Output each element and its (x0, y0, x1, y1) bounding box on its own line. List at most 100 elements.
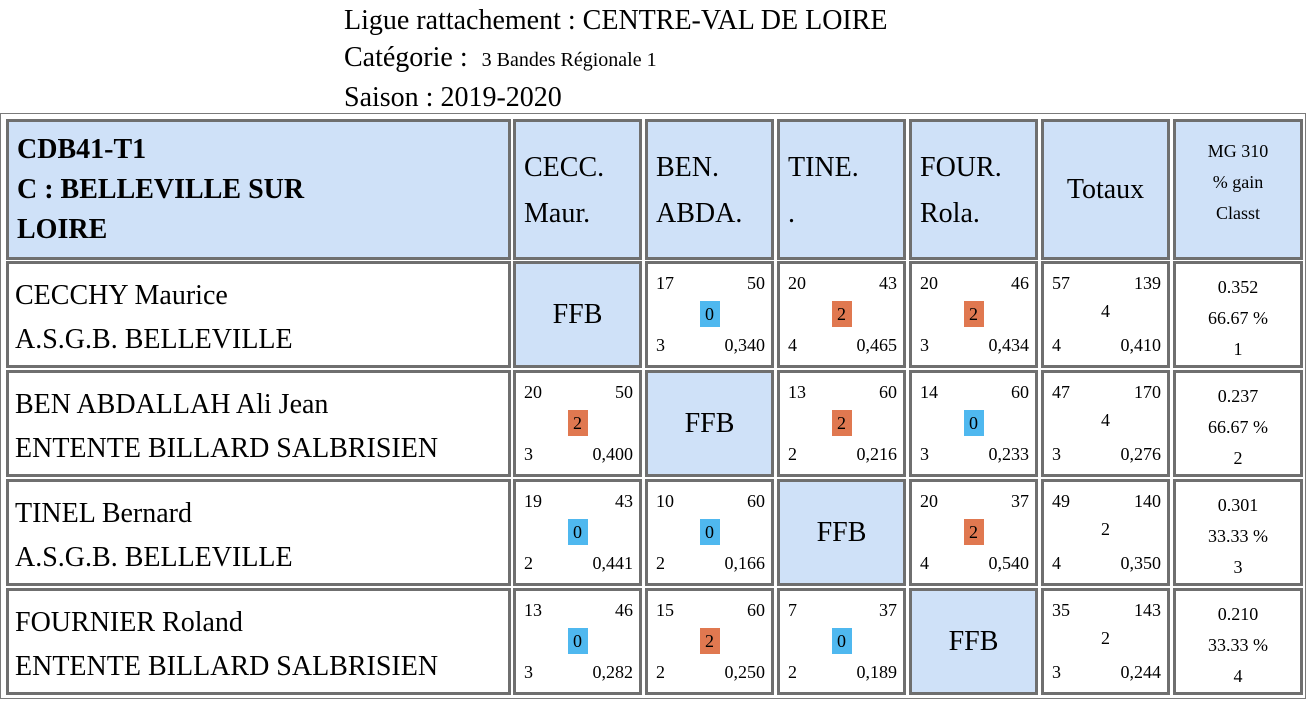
match-average: 0,540 (988, 553, 1030, 573)
win-badge: 2 (963, 519, 984, 545)
player-club: A.S.G.B. BELLEVILLE (15, 542, 293, 573)
match-distance: 50 (615, 382, 633, 402)
mg-header-line3: Classt (1215, 203, 1260, 223)
page-header: Ligue rattachement : CENTRE-VAL DE LOIRE… (344, 2, 888, 116)
column-header-line1: FOUR. (920, 152, 1002, 183)
match-points-scored: 19 (524, 491, 542, 511)
match-result-cell[interactable]: 14 60 0 3 0,233 (909, 370, 1038, 477)
totals-average: 0,276 (1120, 444, 1162, 464)
match-points-scored: 15 (656, 600, 674, 620)
match-result-cell[interactable]: 10 60 0 2 0,166 (645, 479, 774, 586)
gain-percent: 33.33 % (1208, 526, 1268, 546)
player-cell: CECCHY Maurice A.S.G.B. BELLEVILLE (6, 261, 511, 368)
team-code: CDB41-T1 (17, 134, 147, 165)
player-name: BEN ABDALLAH Ali Jean (15, 389, 329, 420)
mg-header-line1: MG 310 (1207, 141, 1269, 161)
column-header-line2: ABDA. (656, 198, 743, 229)
match-average: 0,441 (592, 553, 634, 573)
match-innings: 4 (920, 553, 929, 573)
totals-distance: 139 (1134, 273, 1161, 293)
loss-badge: 0 (963, 410, 984, 436)
totals-points: 57 (1052, 273, 1070, 293)
totals-header: Totaux (1041, 119, 1170, 260)
win-badge: 2 (699, 628, 720, 654)
loss-badge: 0 (699, 519, 720, 545)
categorie-line: Catégorie : 3 Bandes Régionale 1 (344, 39, 888, 79)
ffb-label: FFB (552, 298, 603, 330)
loss-badge: 0 (567, 628, 588, 654)
match-result-cell[interactable]: 20 37 2 4 0,540 (909, 479, 1038, 586)
match-points-scored: 20 (788, 273, 806, 293)
column-header-line2: Rola. (920, 198, 980, 229)
player-cell: TINEL Bernard A.S.G.B. BELLEVILLE (6, 479, 511, 586)
match-points-scored: 13 (788, 382, 806, 402)
rank: 3 (1233, 557, 1243, 577)
column-header-line1: CECC. (524, 152, 605, 183)
match-points-scored: 7 (788, 600, 797, 620)
ffb-self-cell: FFB (513, 261, 642, 368)
column-header-line1: BEN. (656, 152, 719, 183)
match-points-scored: 20 (920, 273, 938, 293)
match-distance: 46 (615, 600, 633, 620)
ffb-self-cell: FFB (909, 588, 1038, 695)
saison-line: Saison : 2019-2020 (344, 82, 562, 113)
column-header-line2: Maur. (524, 198, 591, 229)
match-innings: 2 (788, 444, 797, 464)
mg-cell: 0.210 33.33 % 4 (1173, 588, 1303, 695)
totals-innings: 3 (1052, 444, 1061, 464)
match-points-scored: 20 (920, 491, 938, 511)
totals-header-label: Totaux (1066, 173, 1145, 205)
totals-distance: 170 (1134, 382, 1161, 402)
match-average: 0,434 (988, 335, 1030, 355)
player-name: TINEL Bernard (15, 498, 192, 529)
match-distance: 43 (879, 273, 897, 293)
match-distance: 60 (879, 382, 897, 402)
rank: 1 (1233, 339, 1243, 359)
match-result-cell[interactable]: 20 43 2 4 0,465 (777, 261, 906, 368)
loss-badge: 0 (699, 301, 720, 327)
categorie-value: 3 Bandes Régionale 1 (481, 49, 657, 71)
match-result-cell[interactable]: 17 50 0 3 0,340 (645, 261, 774, 368)
match-average: 0,189 (856, 662, 898, 682)
match-result-cell[interactable]: 13 60 2 2 0,216 (777, 370, 906, 477)
totals-distance: 140 (1134, 491, 1161, 511)
match-average: 0,250 (724, 662, 766, 682)
match-points-scored: 14 (920, 382, 938, 402)
match-result-cell[interactable]: 13 46 0 3 0,282 (513, 588, 642, 695)
totals-average: 0,410 (1120, 335, 1162, 355)
match-result-cell[interactable]: 20 46 2 3 0,434 (909, 261, 1038, 368)
match-points-scored: 20 (524, 382, 542, 402)
ffb-self-cell: FFB (645, 370, 774, 477)
ligue-line: Ligue rattachement : CENTRE-VAL DE LOIRE (344, 5, 888, 36)
match-average: 0,233 (988, 444, 1030, 464)
totals-match-points: 2 (1101, 519, 1110, 539)
mg-value: 0.301 (1217, 495, 1259, 515)
win-badge: 2 (963, 301, 984, 327)
match-innings: 3 (656, 335, 665, 355)
match-innings: 3 (524, 662, 533, 682)
match-result-cell[interactable]: 19 43 0 2 0,441 (513, 479, 642, 586)
totals-average: 0,244 (1120, 662, 1162, 682)
match-result-cell[interactable]: 15 60 2 2 0,250 (645, 588, 774, 695)
match-result-cell[interactable]: 7 37 0 2 0,189 (777, 588, 906, 695)
match-distance: 50 (747, 273, 765, 293)
player-club: A.S.G.B. BELLEVILLE (15, 324, 293, 355)
totals-points: 35 (1052, 600, 1070, 620)
totals-innings: 3 (1052, 662, 1061, 682)
mg-cell: 0.301 33.33 % 3 (1173, 479, 1303, 586)
column-header-2: BEN. ABDA. (645, 119, 774, 260)
totals-points: 47 (1052, 382, 1070, 402)
ffb-self-cell: FFB (777, 479, 906, 586)
rank: 2 (1233, 448, 1243, 468)
match-innings: 2 (656, 662, 665, 682)
ffb-label: FFB (684, 407, 735, 439)
win-badge: 2 (567, 410, 588, 436)
player-cell: BEN ABDALLAH Ali Jean ENTENTE BILLARD SAL… (6, 370, 511, 477)
win-badge: 2 (831, 410, 852, 436)
match-result-cell[interactable]: 20 50 2 3 0,400 (513, 370, 642, 477)
player-club: ENTENTE BILLARD SALBRISIEN (15, 651, 439, 682)
mg-cell: 0.352 66.67 % 1 (1173, 261, 1303, 368)
match-innings: 3 (524, 444, 533, 464)
match-average: 0,400 (592, 444, 634, 464)
match-points-scored: 17 (656, 273, 674, 293)
